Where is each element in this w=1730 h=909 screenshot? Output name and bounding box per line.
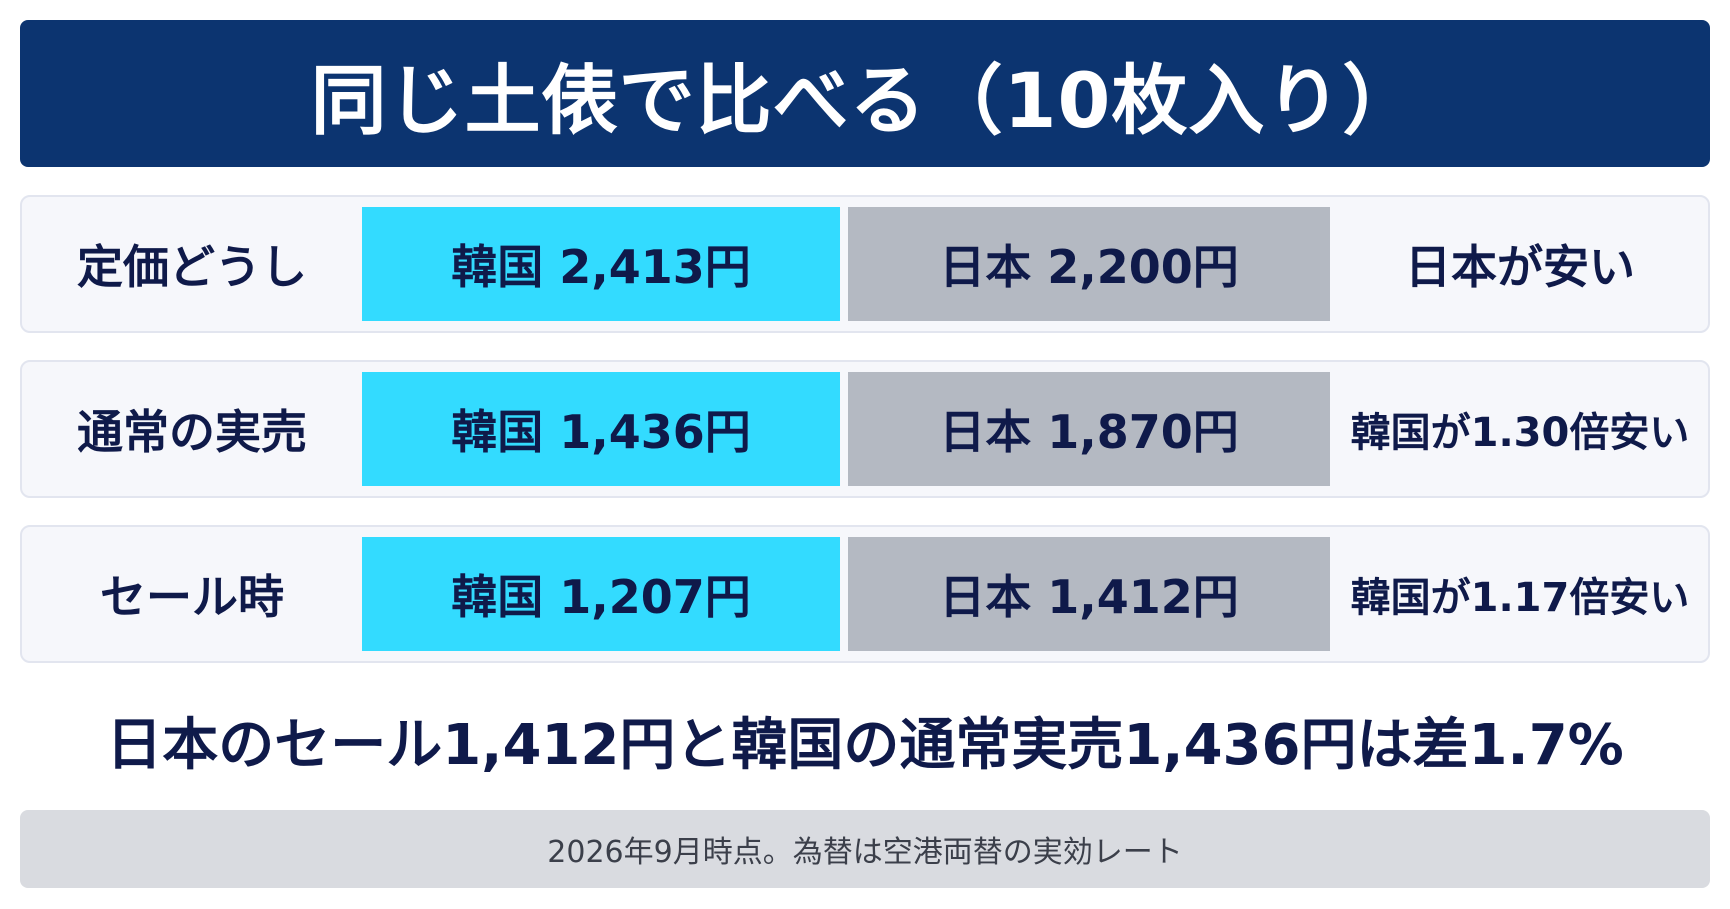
verdict-cell: 韓国が1.30倍安い xyxy=(1350,410,1690,456)
page-title: 同じ土俵で比べる（10枚入り） xyxy=(310,55,1420,145)
japan-price-cell: 日本 1,870円 xyxy=(848,372,1330,486)
row-label: セール時 xyxy=(100,570,284,624)
korea-price-cell: 韓国 1,436円 xyxy=(362,372,840,486)
footnote-bar: 2026年9月時点。為替は空港両替の実効レート xyxy=(20,810,1710,888)
japan-price-cell: 日本 1,412円 xyxy=(848,537,1330,651)
verdict-cell: 日本が安い xyxy=(1405,240,1635,294)
summary-statement: 日本のセール1,412円と韓国の通常実売1,436円は差1.7% xyxy=(106,713,1624,778)
footnote-text: 2026年9月時点。為替は空港両替の実効レート xyxy=(547,835,1183,870)
comparison-row-sale-price: セール時 韓国 1,207円 日本 1,412円 韓国が1.17倍安い xyxy=(20,525,1710,663)
row-label: 定価どうし xyxy=(77,240,307,294)
korea-price-cell: 韓国 2,413円 xyxy=(362,207,840,321)
japan-price-cell: 日本 2,200円 xyxy=(848,207,1330,321)
row-label: 通常の実売 xyxy=(77,405,307,459)
title-banner: 同じ土俵で比べる（10枚入り） xyxy=(20,20,1710,167)
comparison-row-list-price: 定価どうし 韓国 2,413円 日本 2,200円 日本が安い xyxy=(20,195,1710,333)
verdict-cell: 韓国が1.17倍安い xyxy=(1350,575,1690,621)
comparison-row-regular-price: 通常の実売 韓国 1,436円 日本 1,870円 韓国が1.30倍安い xyxy=(20,360,1710,498)
korea-price-cell: 韓国 1,207円 xyxy=(362,537,840,651)
